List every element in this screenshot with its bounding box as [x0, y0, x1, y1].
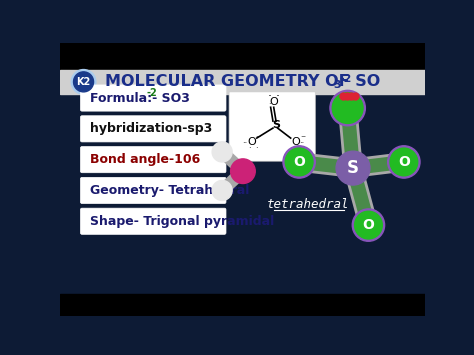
Circle shape	[390, 148, 418, 176]
Text: O: O	[398, 155, 410, 169]
Text: ·: ·	[268, 90, 272, 103]
Text: Bond angle-106: Bond angle-106	[90, 153, 200, 166]
FancyBboxPatch shape	[81, 147, 226, 173]
FancyBboxPatch shape	[81, 85, 226, 111]
Text: O: O	[293, 155, 305, 169]
Text: Geometry- Tetrahedral: Geometry- Tetrahedral	[90, 184, 249, 197]
Text: ·: ·	[292, 144, 294, 153]
Circle shape	[73, 72, 93, 92]
FancyBboxPatch shape	[81, 208, 226, 234]
Bar	[61, 70, 425, 94]
Text: Formula:- SO3: Formula:- SO3	[90, 92, 190, 104]
Text: ·: ·	[275, 90, 280, 103]
Text: tetrahedral: tetrahedral	[267, 198, 350, 211]
Circle shape	[336, 151, 370, 185]
Text: O: O	[291, 137, 300, 147]
Circle shape	[388, 146, 420, 178]
Text: 3: 3	[333, 80, 341, 90]
Text: O: O	[269, 97, 278, 107]
Text: -2: -2	[146, 88, 157, 98]
Text: ·: ·	[255, 144, 257, 153]
Text: O: O	[363, 218, 374, 232]
Text: -2: -2	[339, 74, 352, 84]
Circle shape	[285, 148, 313, 176]
Circle shape	[231, 159, 255, 184]
Text: K2: K2	[76, 77, 91, 87]
Circle shape	[352, 209, 384, 241]
Bar	[61, 294, 425, 316]
Text: ·: ·	[248, 144, 250, 153]
Text: ··: ··	[300, 139, 305, 148]
Text: ⁻: ⁻	[301, 134, 306, 144]
Circle shape	[212, 180, 232, 201]
Circle shape	[330, 90, 365, 126]
Circle shape	[355, 211, 383, 239]
Text: O: O	[247, 137, 256, 147]
Text: S: S	[272, 120, 280, 130]
Text: ·: ·	[269, 100, 271, 109]
Text: ⁻: ⁻	[256, 134, 261, 144]
Text: Shape- Trigonal pyramidal: Shape- Trigonal pyramidal	[90, 215, 274, 228]
Bar	[61, 43, 425, 70]
Circle shape	[283, 146, 315, 178]
Circle shape	[332, 93, 363, 124]
Text: MOLECULAR GEOMETRY OF SO: MOLECULAR GEOMETRY OF SO	[105, 74, 380, 89]
Text: ·: ·	[299, 144, 301, 153]
Circle shape	[212, 142, 232, 162]
FancyBboxPatch shape	[81, 116, 226, 142]
FancyBboxPatch shape	[229, 92, 315, 161]
Text: ··: ··	[243, 139, 248, 148]
FancyBboxPatch shape	[81, 178, 226, 203]
Circle shape	[71, 70, 96, 94]
Text: S: S	[347, 159, 359, 177]
Text: hybridization-sp3: hybridization-sp3	[90, 122, 212, 135]
